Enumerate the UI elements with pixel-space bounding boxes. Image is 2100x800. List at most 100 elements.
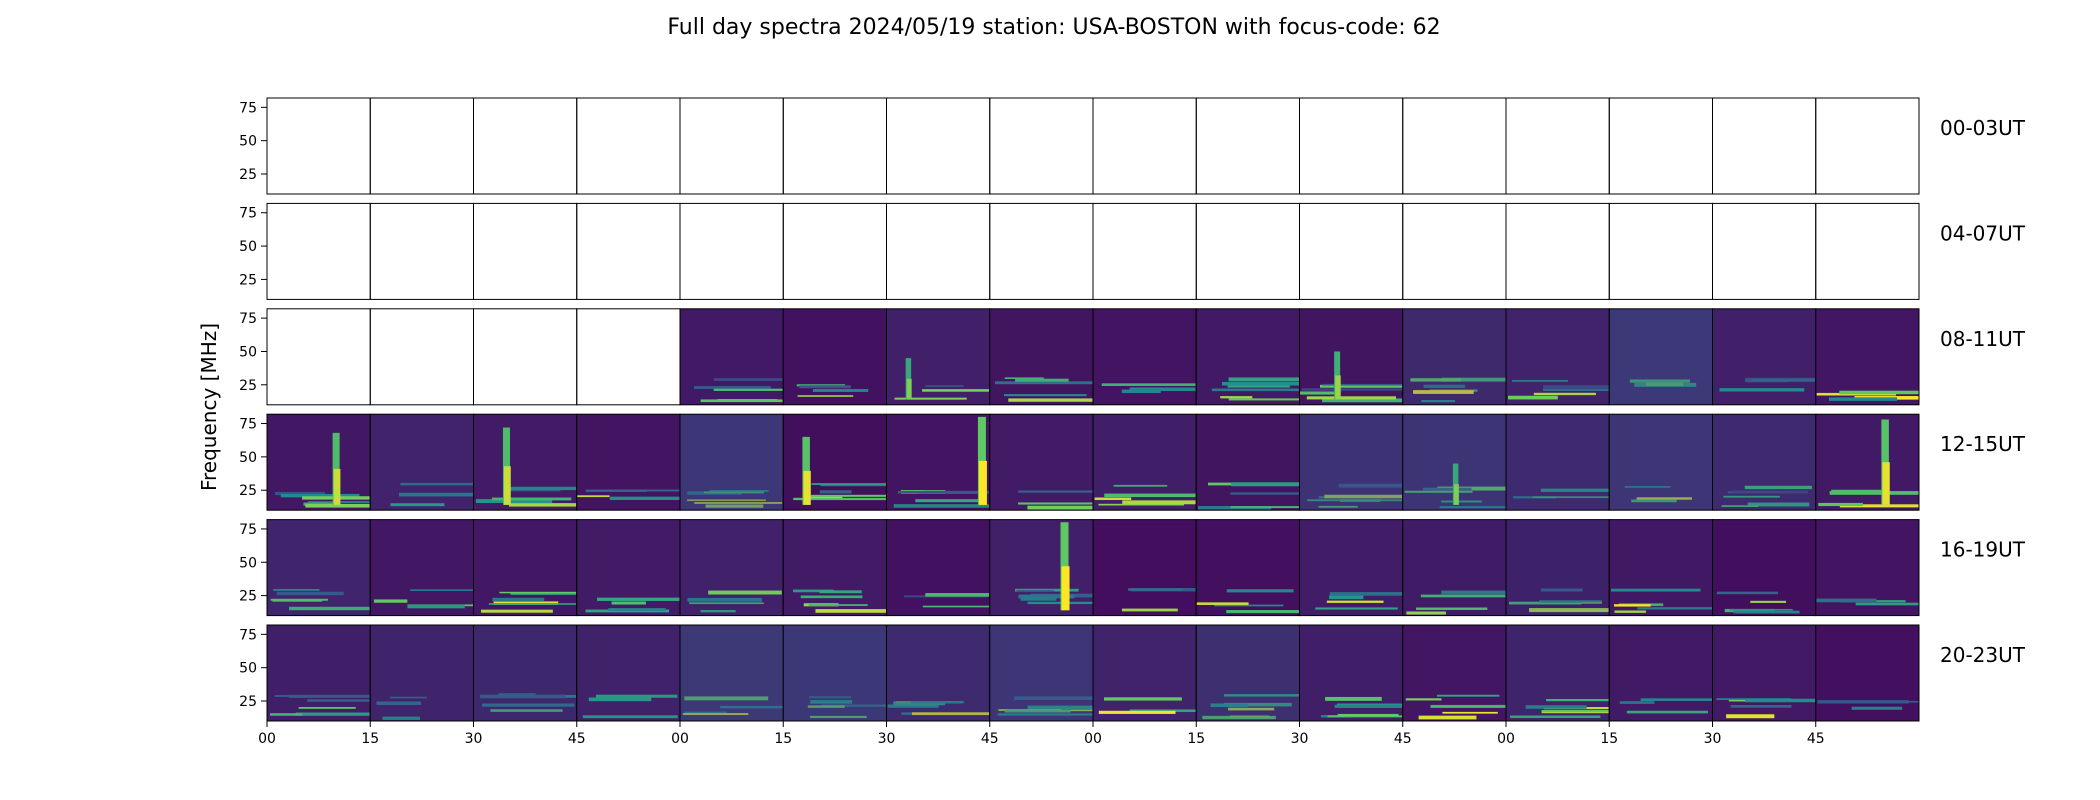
spectrum-panel <box>1195 202 1300 300</box>
y-tick-label: 75 <box>239 627 257 643</box>
panel-frame <box>1402 97 1507 195</box>
spectrogram-image <box>1815 308 1919 405</box>
spectrum-panel <box>1092 413 1197 511</box>
row-label: 12-15UT <box>1940 432 2026 456</box>
spectrogram-image <box>1196 519 1300 616</box>
spectrum-panel <box>576 202 681 300</box>
spectrum-panel <box>679 97 784 195</box>
spectrum-panel <box>1815 202 1920 300</box>
spectrum-panel <box>1402 97 1507 195</box>
spectrogram-image <box>1299 414 1403 511</box>
x-tick-label: 15 <box>361 731 379 747</box>
spectrum-panel <box>1299 308 1404 406</box>
spectrum-panel <box>266 519 371 617</box>
spectrum-panel <box>989 202 1094 300</box>
spectrogram-image <box>1506 308 1610 405</box>
x-tick-label: 00 <box>1497 731 1515 747</box>
y-tick-label: 50 <box>239 555 257 571</box>
y-tick-label: 50 <box>239 450 257 466</box>
spectrogram-image <box>1093 519 1197 616</box>
spectrogram-image <box>1712 519 1816 616</box>
spectrum-panel <box>989 308 1094 406</box>
spectrum-panel <box>1092 97 1197 195</box>
spectrogram-image <box>1506 625 1610 721</box>
panel-frame <box>782 97 887 195</box>
spectrum-panel <box>886 308 991 406</box>
panel-frame <box>473 97 578 195</box>
spectrum-panel <box>369 624 474 722</box>
spectrum-panel <box>1815 413 1920 511</box>
spectrogram-image <box>1712 308 1816 405</box>
spectrogram-image <box>886 625 990 721</box>
spectrum-panel <box>369 519 474 617</box>
spectrum-panel <box>782 97 887 195</box>
spectrum-panel <box>679 413 784 511</box>
spectrum-panel <box>1815 97 1920 195</box>
spectrum-panel <box>782 413 887 511</box>
spectrogram-image <box>783 519 887 616</box>
spectrum-panel <box>1712 97 1817 195</box>
spectrum-panel <box>1712 413 1817 511</box>
spectrogram-image <box>1299 308 1403 405</box>
spectrum-panel <box>266 97 371 195</box>
spectrum-panel <box>1505 519 1610 617</box>
radio-burst <box>332 432 341 505</box>
spectrum-panel <box>679 519 784 617</box>
spectra-row: 25 50 75 12-15UT <box>239 413 2026 511</box>
spectrum-panel <box>576 519 681 617</box>
panel-frame <box>1299 97 1404 195</box>
spectrum-panel <box>1712 202 1817 300</box>
spectrum-panel <box>1815 308 1920 406</box>
spectrogram-image <box>680 414 784 511</box>
y-tick-label: 75 <box>239 311 257 327</box>
spectrogram-image <box>1609 625 1713 721</box>
panel-frame <box>1815 624 1920 722</box>
y-tick-label: 50 <box>239 661 257 677</box>
spectrogram-image <box>783 414 887 511</box>
row-label: 20-23UT <box>1940 643 2026 667</box>
spectrum-panel <box>1608 202 1713 300</box>
x-tick-label: 15 <box>1187 731 1205 747</box>
spectrum-panel <box>1712 519 1817 617</box>
x-tick-label: 45 <box>1394 731 1412 747</box>
x-tick-label: 00 <box>1084 731 1102 747</box>
spectrum-panel <box>1092 202 1197 300</box>
radio-burst <box>1452 463 1459 505</box>
panel-frame <box>679 202 784 300</box>
spectrum-panel <box>1195 519 1300 617</box>
spectrum-panel <box>782 308 887 406</box>
spectrogram-image <box>1196 625 1300 721</box>
spectrum-panel <box>1195 97 1300 195</box>
spectrum-panel <box>1299 97 1404 195</box>
spectrogram-image <box>473 414 577 511</box>
x-tick-label: 00 <box>258 731 276 747</box>
y-axis-label: Frequency [MHz] <box>197 323 221 491</box>
spectrogram-image <box>473 625 577 721</box>
spectrogram-image <box>783 625 887 721</box>
spectrogram-image <box>1506 519 1610 616</box>
spectrogram-image <box>1402 625 1506 721</box>
y-tick-label: 75 <box>239 417 257 433</box>
spectrum-panel <box>369 202 474 300</box>
x-tick-label: 30 <box>465 731 483 747</box>
spectrum-panel <box>1402 308 1507 406</box>
spectrogram-image <box>1402 519 1506 616</box>
spectrum-panel <box>576 308 681 406</box>
spectrum-panel <box>679 624 784 722</box>
spectrogram-image <box>886 414 990 511</box>
spectrum-panel <box>1608 97 1713 195</box>
x-tick-label: 45 <box>981 731 999 747</box>
panel-frame <box>1299 202 1404 300</box>
spectrum-panel <box>369 413 474 511</box>
spectrogram-image <box>1712 414 1816 511</box>
spectrogram-image <box>989 625 1093 721</box>
spectrum-panel <box>1608 624 1713 722</box>
radio-burst <box>1334 351 1341 400</box>
spectrum-panel <box>473 519 578 617</box>
spectrogram-image <box>1299 625 1403 721</box>
x-tick-label: 30 <box>1704 731 1722 747</box>
x-tick-label: 45 <box>568 731 586 747</box>
spectrum-panel <box>1195 413 1300 511</box>
panel-frame <box>1402 202 1507 300</box>
spectrogram-image <box>1815 519 1919 616</box>
